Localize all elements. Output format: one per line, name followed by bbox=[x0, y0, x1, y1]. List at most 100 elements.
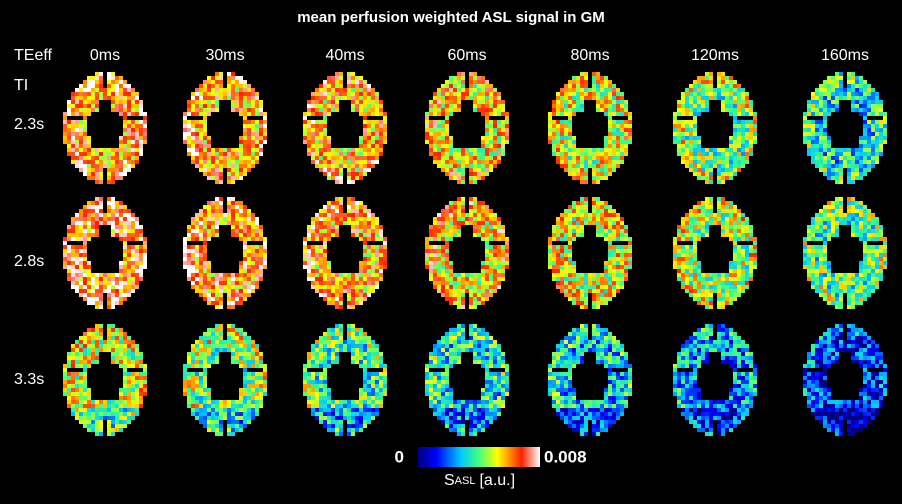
pixel bbox=[187, 136, 191, 140]
pixel bbox=[223, 88, 227, 92]
pixel bbox=[371, 132, 375, 136]
pixel bbox=[449, 277, 453, 281]
pixel bbox=[608, 285, 612, 289]
pixel bbox=[199, 104, 203, 108]
pixel bbox=[115, 297, 119, 301]
pixel bbox=[131, 120, 135, 124]
pixel bbox=[608, 269, 612, 273]
pixel bbox=[379, 120, 383, 124]
pixel bbox=[211, 229, 215, 233]
pixel bbox=[847, 285, 851, 289]
pixel bbox=[123, 241, 127, 245]
pixel bbox=[307, 144, 311, 148]
pixel bbox=[815, 249, 819, 253]
pixel bbox=[705, 156, 709, 160]
pixel bbox=[191, 96, 195, 100]
pixel bbox=[203, 136, 207, 140]
pixel bbox=[473, 205, 477, 209]
pixel bbox=[243, 265, 247, 269]
pixel bbox=[883, 136, 887, 140]
pixel bbox=[560, 245, 564, 249]
pixel bbox=[612, 213, 616, 217]
pixel bbox=[359, 225, 363, 229]
pixel bbox=[131, 217, 135, 221]
pixel bbox=[331, 205, 335, 209]
pixel bbox=[871, 273, 875, 277]
pixel bbox=[721, 164, 725, 168]
pixel bbox=[473, 72, 477, 76]
pixel bbox=[433, 100, 437, 104]
pixel bbox=[477, 172, 481, 176]
pixel bbox=[363, 237, 367, 241]
pixel bbox=[568, 164, 572, 168]
pixel bbox=[859, 88, 863, 92]
pixel bbox=[331, 201, 335, 205]
pixel bbox=[717, 88, 721, 92]
pixel bbox=[839, 172, 843, 176]
pixel bbox=[327, 148, 331, 152]
pixel bbox=[211, 297, 215, 301]
pixel bbox=[705, 233, 709, 237]
pixel bbox=[701, 301, 705, 305]
pixel bbox=[477, 92, 481, 96]
pixel bbox=[425, 140, 429, 144]
pixel bbox=[596, 88, 600, 92]
pixel bbox=[584, 289, 588, 293]
pixel bbox=[111, 221, 115, 225]
pixel bbox=[111, 281, 115, 285]
pixel bbox=[119, 213, 123, 217]
pixel bbox=[753, 249, 757, 253]
pixel bbox=[379, 253, 383, 257]
pixel bbox=[139, 253, 143, 257]
pixel bbox=[697, 229, 701, 233]
pixel bbox=[223, 92, 227, 96]
pixel bbox=[481, 205, 485, 209]
pixel bbox=[831, 148, 835, 152]
pixel bbox=[327, 76, 331, 80]
pixel bbox=[701, 96, 705, 100]
pixel bbox=[319, 229, 323, 233]
pixel bbox=[855, 164, 859, 168]
pixel bbox=[359, 233, 363, 237]
pixel bbox=[195, 289, 199, 293]
pixel bbox=[741, 144, 745, 148]
pixel bbox=[863, 237, 867, 241]
pixel bbox=[733, 293, 737, 297]
pixel bbox=[323, 289, 327, 293]
pixel bbox=[733, 132, 737, 136]
pixel bbox=[697, 237, 701, 241]
pixel bbox=[347, 156, 351, 160]
pixel bbox=[835, 156, 839, 160]
pixel bbox=[115, 201, 119, 205]
pixel bbox=[71, 148, 75, 152]
pixel bbox=[477, 273, 481, 277]
pixel bbox=[855, 80, 859, 84]
pixel bbox=[600, 88, 604, 92]
pixel bbox=[612, 144, 616, 148]
pixel bbox=[701, 92, 705, 96]
pixel bbox=[823, 96, 827, 100]
pixel bbox=[327, 144, 331, 148]
pixel bbox=[195, 233, 199, 237]
pixel bbox=[207, 160, 211, 164]
pixel bbox=[255, 104, 259, 108]
pixel bbox=[473, 88, 477, 92]
pixel bbox=[705, 176, 709, 180]
pixel bbox=[303, 253, 307, 257]
pixel bbox=[445, 225, 449, 229]
pixel bbox=[235, 152, 239, 156]
pixel bbox=[139, 273, 143, 277]
pixel bbox=[375, 225, 379, 229]
pixel bbox=[247, 104, 251, 108]
pixel bbox=[251, 88, 255, 92]
pixel bbox=[111, 100, 115, 104]
pixel bbox=[867, 281, 871, 285]
pixel bbox=[247, 140, 251, 144]
pixel bbox=[347, 197, 351, 201]
pixel bbox=[79, 265, 83, 269]
pixel bbox=[831, 229, 835, 233]
pixel bbox=[733, 237, 737, 241]
pixel bbox=[616, 160, 620, 164]
pixel bbox=[95, 289, 99, 293]
pixel bbox=[580, 285, 584, 289]
